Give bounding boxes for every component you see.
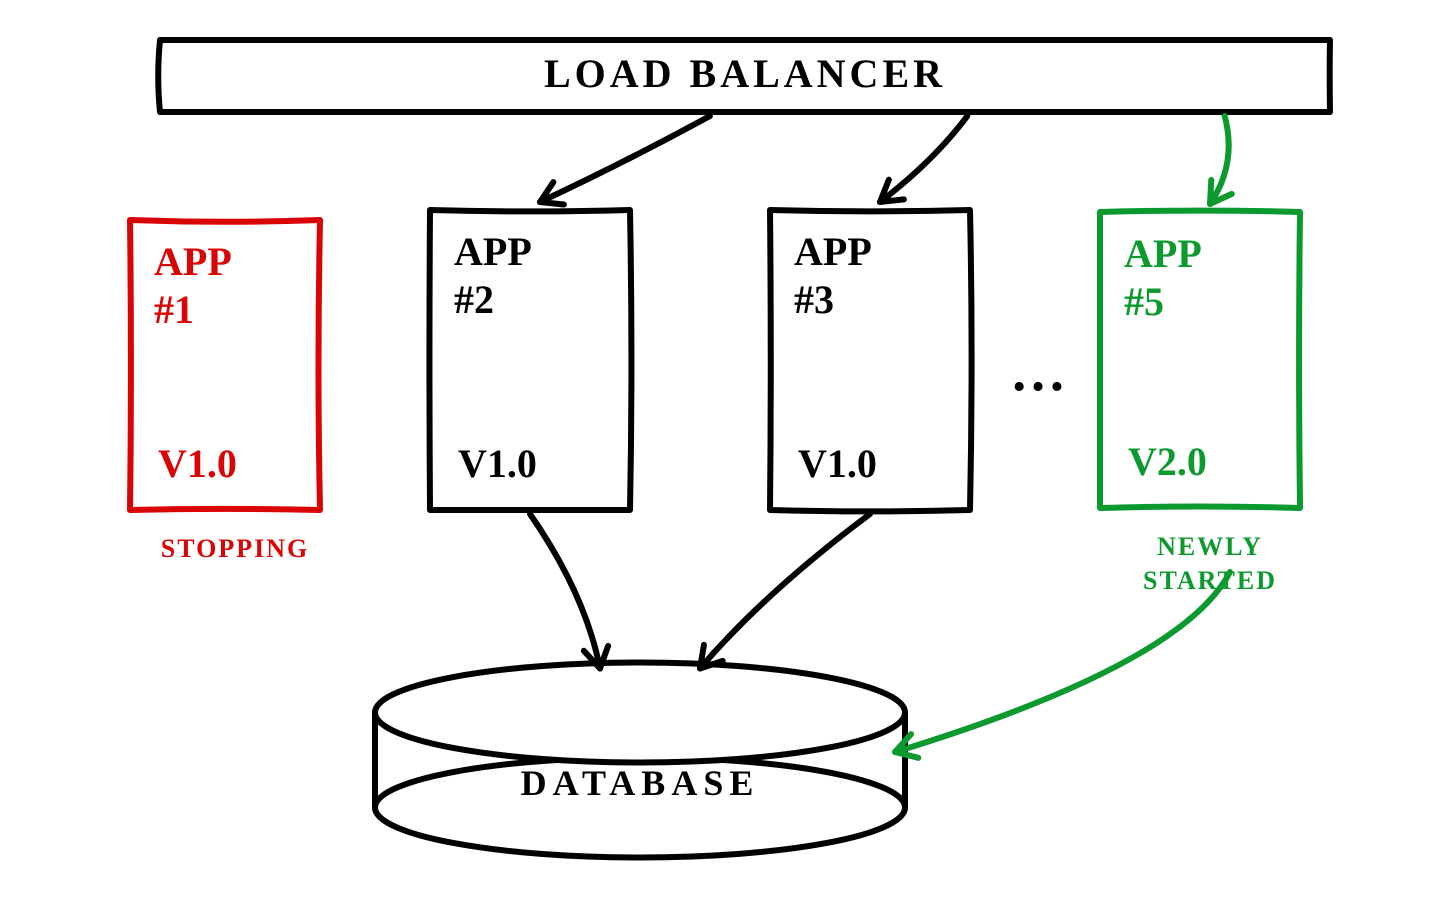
app3-name-label: APP [794,228,872,275]
load-balancer-label: LOAD BALANCER [160,50,1330,97]
app2-num-label: #2 [454,276,494,323]
app1-name-label: APP [154,238,232,285]
app5-status-label-0: NEWLY [1090,532,1330,562]
app5-num-label: #5 [1124,278,1164,325]
diagram-stage: LOAD BALANCER APP#1V1.0STOPPINGAPP#2V1.0… [0,0,1440,900]
app1-num-label: #1 [154,286,194,333]
app2-name-label: APP [454,228,532,275]
app5-status-label-1: STARTED [1090,566,1330,596]
app2-version-label: V1.0 [458,440,537,487]
app5-version-label: V2.0 [1128,438,1207,485]
app1-status-label-0: STOPPING [120,534,350,564]
app3-num-label: #3 [794,276,834,323]
ellipsis: … [1010,340,1066,404]
app5-name-label: APP [1124,230,1202,277]
app3-version-label: V1.0 [798,440,877,487]
database-label: DATABASE [375,762,905,804]
app1-version-label: V1.0 [158,440,237,487]
